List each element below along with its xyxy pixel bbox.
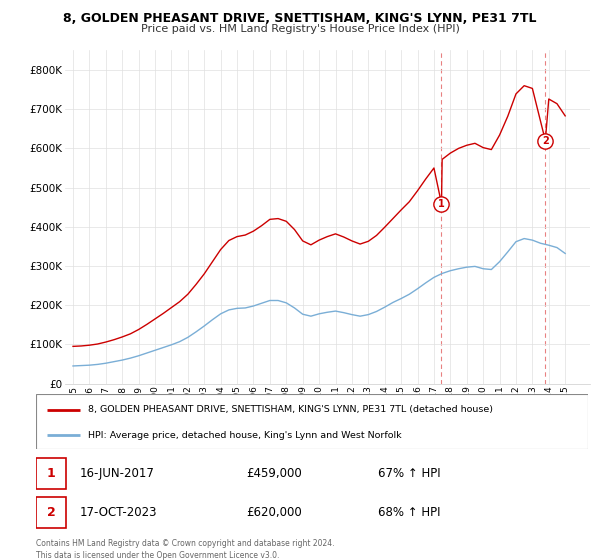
Text: 1: 1 xyxy=(438,199,445,209)
Text: 68% ↑ HPI: 68% ↑ HPI xyxy=(378,506,441,519)
Bar xyxy=(36,458,67,489)
Text: £459,000: £459,000 xyxy=(246,467,302,480)
Text: 8, GOLDEN PHEASANT DRIVE, SNETTISHAM, KING'S LYNN, PE31 7TL (detached house): 8, GOLDEN PHEASANT DRIVE, SNETTISHAM, KI… xyxy=(88,405,493,414)
Text: 67% ↑ HPI: 67% ↑ HPI xyxy=(378,467,441,480)
Text: 2: 2 xyxy=(47,506,56,519)
Text: 2: 2 xyxy=(542,136,549,146)
Text: HPI: Average price, detached house, King's Lynn and West Norfolk: HPI: Average price, detached house, King… xyxy=(88,431,402,440)
Text: 16-JUN-2017: 16-JUN-2017 xyxy=(80,467,155,480)
Bar xyxy=(36,497,67,528)
Text: Price paid vs. HM Land Registry's House Price Index (HPI): Price paid vs. HM Land Registry's House … xyxy=(140,24,460,34)
Text: 8, GOLDEN PHEASANT DRIVE, SNETTISHAM, KING'S LYNN, PE31 7TL: 8, GOLDEN PHEASANT DRIVE, SNETTISHAM, KI… xyxy=(63,12,537,25)
Text: Contains HM Land Registry data © Crown copyright and database right 2024.
This d: Contains HM Land Registry data © Crown c… xyxy=(36,539,335,560)
Text: 1: 1 xyxy=(47,467,56,480)
Text: 17-OCT-2023: 17-OCT-2023 xyxy=(80,506,158,519)
Text: £620,000: £620,000 xyxy=(246,506,302,519)
